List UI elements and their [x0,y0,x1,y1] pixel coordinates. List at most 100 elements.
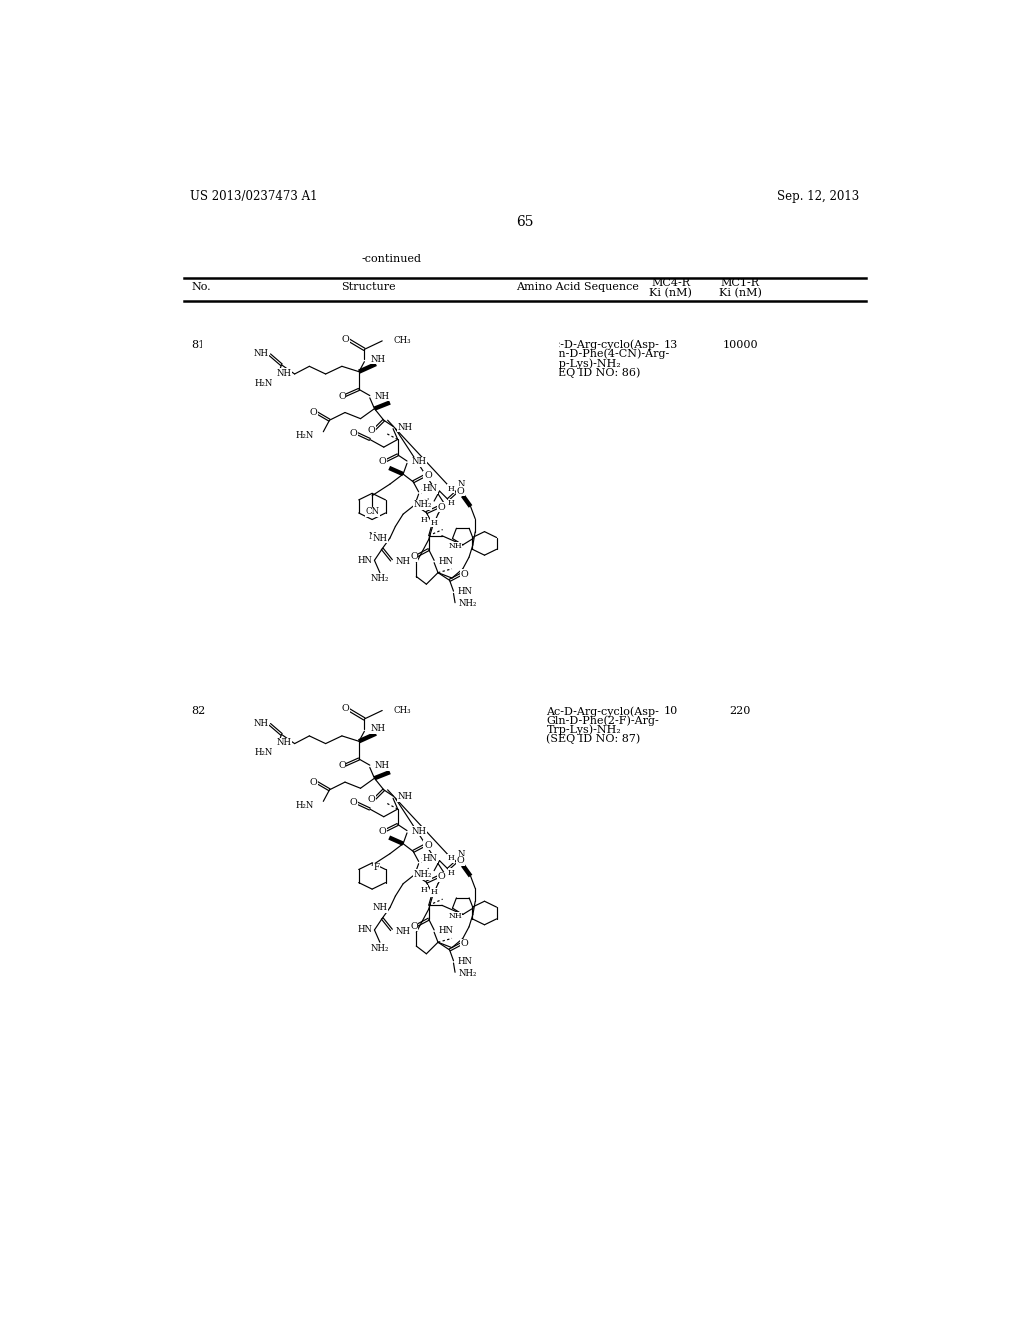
Bar [202,323,558,647]
Text: O: O [309,408,317,417]
Text: NH₂: NH₂ [371,574,389,583]
Text: Sep. 12, 2013: Sep. 12, 2013 [777,190,859,203]
Text: H: H [449,499,455,507]
Text: NH₂: NH₂ [371,944,389,953]
Text: H: H [431,519,437,527]
Text: NH₂: NH₂ [459,969,477,978]
Text: O: O [457,857,464,865]
Text: H: H [421,886,428,894]
Text: Ac-D-Arg-cyclo(Asp-: Ac-D-Arg-cyclo(Asp- [547,706,659,717]
Text: H: H [421,516,428,524]
Text: 10000: 10000 [723,339,758,350]
Text: NH₂: NH₂ [414,500,432,510]
Text: Amino Acid Sequence: Amino Acid Sequence [516,282,639,292]
Text: N: N [458,850,465,859]
Text: NH: NH [276,368,292,378]
Text: Gln-D-Phe(4-CN)-Arg-: Gln-D-Phe(4-CN)-Arg- [547,348,670,359]
Text: NH: NH [367,363,383,372]
Text: US 2013/0237473 A1: US 2013/0237473 A1 [190,190,317,203]
Text: O: O [410,552,418,561]
Text: (SEQ ID NO: 87): (SEQ ID NO: 87) [547,734,641,744]
Text: HN: HN [357,556,372,565]
Text: NH: NH [397,792,413,801]
Text: O: O [338,762,346,771]
Text: NH₂: NH₂ [414,870,432,879]
Text: H: H [431,888,437,896]
Text: NH: NH [373,903,388,912]
Text: HN: HN [458,587,472,597]
Text: N: N [458,480,465,490]
Text: Structure: Structure [341,282,395,292]
Text: O: O [340,341,347,350]
Text: N: N [369,532,376,541]
Text: Ki (nM): Ki (nM) [719,288,762,298]
Text: 220: 220 [729,706,751,717]
Text: O: O [437,503,445,512]
Text: CN: CN [366,507,379,516]
Text: NH: NH [449,543,462,550]
Text: H₂N: H₂N [255,748,273,758]
Text: H₂N: H₂N [296,432,314,440]
Text: Trp-Lys)-NH₂: Trp-Lys)-NH₂ [547,358,622,368]
Text: -continued: -continued [361,253,422,264]
Text: NH: NH [288,370,303,379]
Text: O: O [424,841,432,850]
Text: 10: 10 [664,706,678,717]
Text: Gln-D-Phe(2-F)-Arg-: Gln-D-Phe(2-F)-Arg- [547,715,659,726]
Text: O: O [368,426,375,434]
Text: HN: HN [357,925,372,935]
Text: O: O [461,940,468,948]
Text: H₂N: H₂N [296,801,314,809]
Text: H: H [447,484,455,492]
Text: O: O [349,799,357,808]
Text: MC1-R: MC1-R [721,279,760,288]
Text: NH: NH [258,352,273,362]
Text: NH: NH [449,912,462,920]
Text: HN: HN [438,557,454,565]
Text: O: O [309,777,317,787]
Text: H: H [421,858,428,866]
Text: H₂N: H₂N [257,380,275,388]
Text: Ac-D-Arg-cyclo(Asp-: Ac-D-Arg-cyclo(Asp- [547,339,659,350]
Text: HN: HN [438,927,454,935]
Text: O: O [437,873,445,882]
Text: H: H [421,488,428,496]
Text: O: O [349,429,357,438]
Text: NH: NH [272,352,287,362]
Text: NH: NH [395,927,411,936]
Text: NH: NH [375,392,389,401]
Text: NH: NH [253,350,268,359]
Text: F: F [374,863,379,873]
Text: (SEQ ID NO: 86): (SEQ ID NO: 86) [547,367,641,378]
Text: O: O [338,392,346,401]
Text: 82: 82 [191,706,206,717]
Text: O: O [342,335,349,343]
Text: H: H [449,869,455,876]
Text: O: O [410,921,418,931]
Text: No.: No. [191,282,211,292]
Text: CH₃: CH₃ [393,706,411,715]
Text: O: O [461,570,468,578]
Text: Ki (nM): Ki (nM) [649,288,692,298]
Text: HN: HN [458,957,472,966]
Text: NH₂: NH₂ [459,599,477,609]
Text: NH: NH [412,826,427,836]
Text: 81: 81 [191,339,206,350]
Text: O: O [378,457,386,466]
Text: 13: 13 [664,339,678,350]
Text: Trp-Lys)-NH₂: Trp-Lys)-NH₂ [547,725,622,735]
Text: HN: HN [422,854,437,863]
Text: NH: NH [373,533,388,543]
Text: O: O [378,826,386,836]
Text: O: O [368,796,375,804]
Text: NH: NH [253,719,268,729]
Text: O: O [342,705,349,713]
Text: NH: NH [371,725,386,734]
Text: NH: NH [397,422,413,432]
Text: NH: NH [412,457,427,466]
Text: H: H [447,854,455,862]
Text: 65: 65 [516,215,534,228]
Text: O: O [424,471,432,480]
Text: CH₃: CH₃ [393,337,411,346]
Text: O: O [457,487,464,495]
